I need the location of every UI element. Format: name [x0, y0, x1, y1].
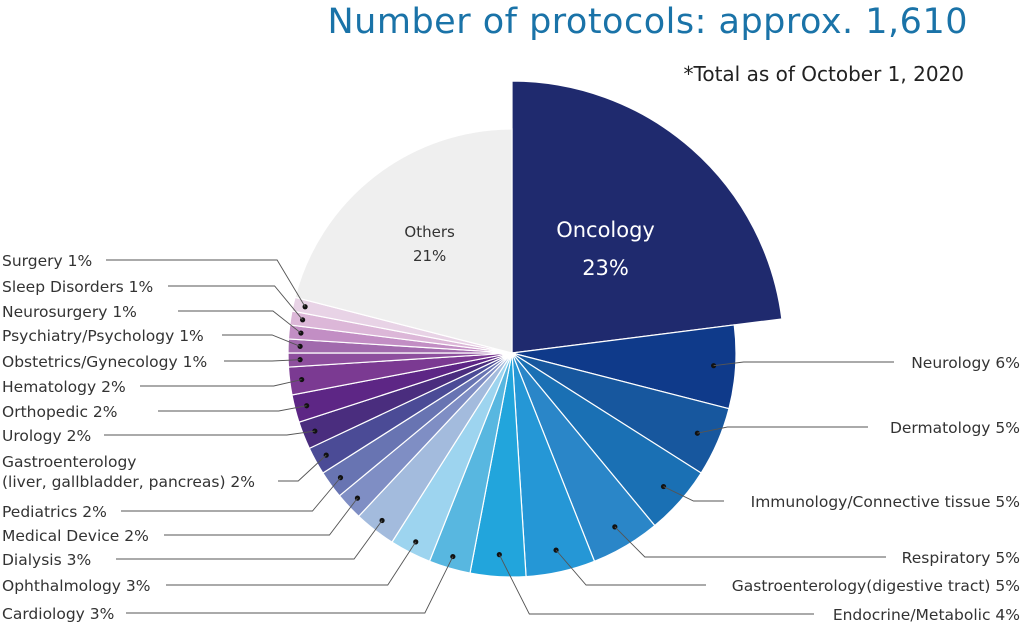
slice-label: Neurology 6% — [911, 354, 1020, 372]
pie-slice — [511, 80, 783, 354]
leader-line — [126, 556, 454, 614]
leader-line — [697, 426, 868, 434]
pie-slice — [294, 128, 513, 354]
leader-line — [106, 259, 306, 307]
slice-label: Hematology 2% — [2, 378, 126, 396]
slice-label: Medical Device 2% — [2, 527, 149, 545]
leader-line — [140, 379, 302, 387]
leader-line — [116, 520, 383, 560]
slice-label: Dermatology 5% — [890, 419, 1020, 437]
leader-line — [278, 454, 327, 482]
slice-label: Gastroenterology — [2, 453, 136, 471]
leader-line — [663, 486, 724, 502]
slice-label: Psychiatry/Psychology 1% — [2, 327, 204, 345]
slice-label: Surgery 1% — [2, 252, 92, 270]
leader-line — [158, 405, 307, 412]
slice-label: Respiratory 5% — [902, 549, 1020, 567]
leader-line — [713, 361, 894, 367]
slice-label: Endocrine/Metabolic 4% — [833, 606, 1020, 624]
chart-subtitle: *Total as of October 1, 2020 — [683, 62, 964, 86]
leader-line — [614, 526, 886, 558]
leader-line — [166, 541, 417, 586]
slice-label: Neurosurgery 1% — [2, 303, 137, 321]
leader-line — [178, 310, 302, 334]
leader-line — [168, 285, 303, 321]
leader-line — [222, 334, 301, 347]
slice-inner-value: 23% — [582, 256, 629, 280]
leader-line — [498, 554, 814, 615]
slice-label: Obstetrics/Gynecology 1% — [2, 353, 207, 371]
slice-label: Orthopedic 2% — [2, 403, 118, 421]
slice-inner-value: 21% — [413, 247, 446, 265]
leader-line — [121, 477, 341, 512]
slice-label: Urology 2% — [2, 427, 91, 445]
slice-label: Cardiology 3% — [2, 605, 114, 623]
leader-line — [104, 430, 315, 436]
slice-label: Gastroenterology(digestive tract) 5% — [732, 577, 1020, 595]
slice-label: Sleep Disorders 1% — [2, 278, 153, 296]
slice-label-line2: (liver, gallbladder, pancreas) 2% — [2, 473, 255, 491]
slice-label: Dialysis 3% — [2, 551, 91, 569]
leader-line — [164, 497, 358, 536]
leader-line — [224, 359, 301, 362]
slice-inner-label: Others — [404, 223, 455, 241]
chart-title: Number of protocols: approx. 1,610 — [327, 2, 968, 42]
slice-label: Immunology/Connective tissue 5% — [751, 493, 1020, 511]
slice-label: Ophthalmology 3% — [2, 577, 150, 595]
slice-label: Pediatrics 2% — [2, 503, 107, 521]
leader-line — [555, 549, 706, 586]
slice-inner-label: Oncology — [556, 218, 655, 242]
